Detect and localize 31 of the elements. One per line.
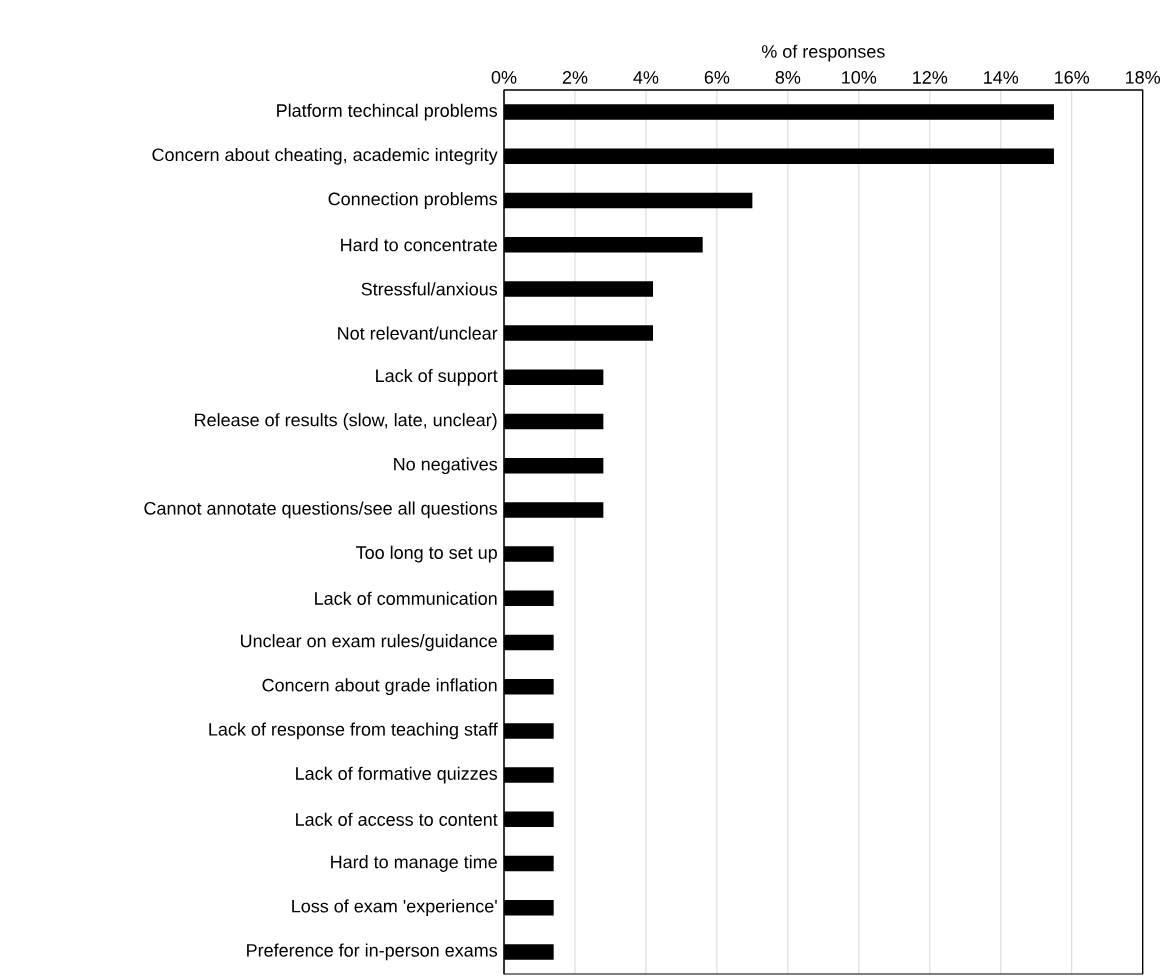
x-tick-label: 4%: [633, 71, 659, 84]
y-tick-label: Unclear on exam rules/guidance: [240, 634, 497, 651]
y-tick-label: Release of results (slow, late, unclear): [195, 413, 497, 430]
x-tick-label: 8%: [775, 70, 801, 84]
y-tick-label: Hard to concentrate: [341, 238, 497, 252]
y-tick-label: Platform techincal problems: [277, 103, 498, 121]
x-tick-label: 18%: [1126, 70, 1161, 84]
y-tick-label: No negatives: [394, 457, 498, 475]
y-tick-label: Lack of communication: [315, 591, 497, 605]
x-tick-label: 14%: [984, 71, 1019, 84]
y-tick-label: Connection problems: [328, 192, 498, 209]
y-tick-label: Concern about cheating, academic integrity: [152, 147, 498, 165]
x-axis-title: % of responses: [761, 44, 885, 62]
y-tick-label: Not relevant/unclear: [338, 326, 498, 340]
y-tick-label: Lack of formative quizzes: [296, 766, 498, 784]
x-tick-label: 16%: [1055, 70, 1090, 84]
y-tick-label: Stressful/anxious: [361, 282, 498, 296]
y-tick-label: Lack of support: [376, 368, 498, 386]
y-tick-label: Lack of access to content: [296, 812, 498, 826]
y-tick-label: Too long to set up: [356, 545, 497, 563]
x-tick-label: 10%: [842, 70, 877, 84]
x-tick-label: 12%: [913, 71, 948, 84]
y-tick-label: Concern about grade inflation: [262, 678, 497, 696]
y-tick-label: Hard to manage time: [331, 855, 497, 872]
x-tick-label: 2%: [562, 71, 588, 84]
y-tick-label: Lack of response from teaching staff: [209, 722, 498, 740]
y-tick-label: Loss of exam 'experience': [292, 899, 497, 917]
x-tick-label: 0%: [491, 70, 517, 84]
y-tick-label: Preference for in-person exams: [247, 943, 498, 961]
y-tick-label: Cannot annotate questions/see all questions: [144, 501, 498, 519]
x-tick-label: 6%: [704, 70, 730, 84]
